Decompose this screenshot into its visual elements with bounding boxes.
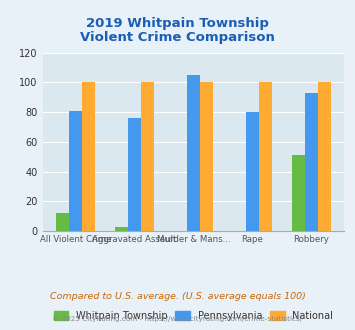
Bar xyxy=(292,155,305,231)
Bar xyxy=(82,82,95,231)
Bar xyxy=(115,226,128,231)
Bar xyxy=(305,93,318,231)
Bar xyxy=(69,111,82,231)
Bar xyxy=(200,82,213,231)
Bar xyxy=(128,118,141,231)
Bar xyxy=(259,82,272,231)
Text: © 2025 CityRating.com - https://www.cityrating.com/crime-statistics/: © 2025 CityRating.com - https://www.city… xyxy=(53,315,302,322)
Text: 2019 Whitpain Township
Violent Crime Comparison: 2019 Whitpain Township Violent Crime Com… xyxy=(80,16,275,45)
Bar xyxy=(141,82,154,231)
Bar xyxy=(56,213,69,231)
Bar xyxy=(187,75,200,231)
Bar xyxy=(246,112,259,231)
Legend: Whitpain Township, Pennsylvania, National: Whitpain Township, Pennsylvania, Nationa… xyxy=(50,307,337,325)
Bar xyxy=(318,82,331,231)
Text: Compared to U.S. average. (U.S. average equals 100): Compared to U.S. average. (U.S. average … xyxy=(50,292,305,301)
